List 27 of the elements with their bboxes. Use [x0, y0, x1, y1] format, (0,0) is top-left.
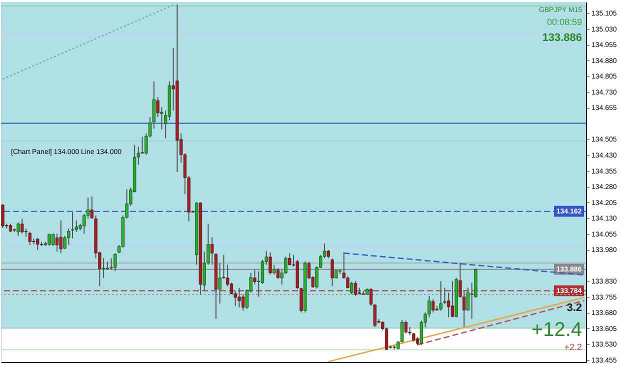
candlestick: [70, 212, 74, 239]
candlestick: [450, 280, 454, 318]
annotation: 133.886: [542, 32, 582, 44]
candlestick: [242, 294, 245, 312]
candlestick: [238, 287, 241, 308]
candlestick: [59, 220, 62, 254]
candlestick: [466, 287, 470, 312]
annotation: 3.2: [566, 302, 582, 314]
candlestick: [90, 196, 94, 220]
candlestick: [48, 233, 51, 246]
annotation: 00:08:59: [546, 17, 582, 27]
candlestick: [1, 203, 4, 228]
candlestick: [114, 252, 117, 272]
candlestick: [36, 237, 40, 250]
candlestick: [55, 233, 59, 252]
candlestick: [330, 258, 334, 287]
annotation: +12.4: [531, 319, 582, 341]
candlestick: [354, 280, 358, 297]
candlestick: [28, 231, 32, 246]
candlestick: [268, 252, 272, 276]
candlestick: [152, 80, 156, 130]
candlestick: [16, 222, 20, 236]
candlestick: [439, 280, 442, 312]
candlestick: [432, 298, 435, 313]
annotation: +2.2: [564, 342, 582, 352]
candlestick: [260, 259, 264, 284]
candlestick: [20, 218, 24, 234]
